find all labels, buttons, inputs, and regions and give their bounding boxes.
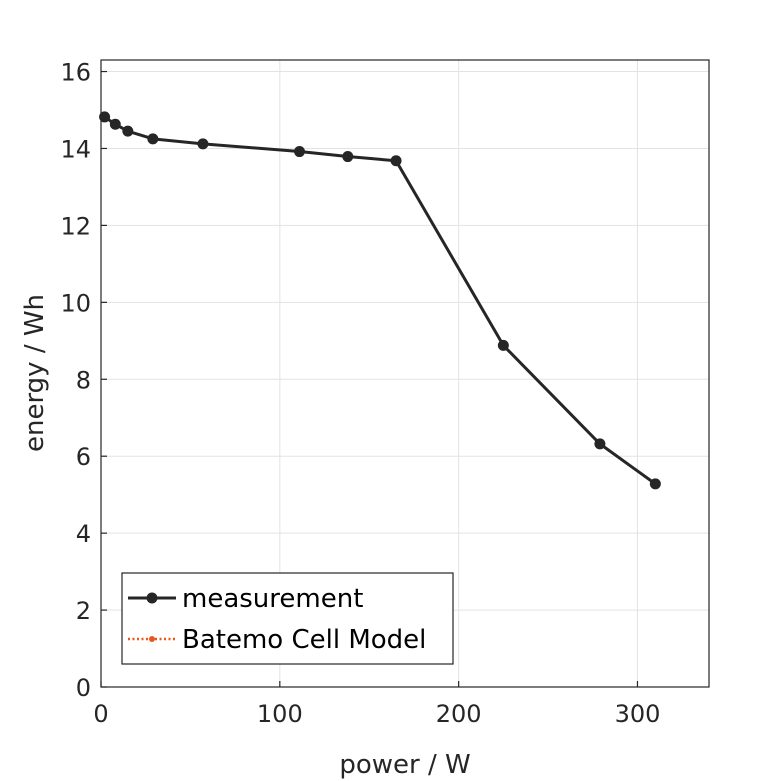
data-point <box>293 146 305 158</box>
y-tick-label: 16 <box>60 59 91 87</box>
data-point <box>594 438 606 450</box>
y-tick-label: 2 <box>76 597 91 625</box>
legend-marker-measurement <box>146 592 158 604</box>
y-tick-label: 14 <box>60 135 91 163</box>
x-axis-label: power / W <box>339 750 470 780</box>
data-point <box>109 118 121 130</box>
legend-label-batemo: Batemo Cell Model <box>182 625 426 655</box>
legend-marker-batemo <box>149 636 155 642</box>
y-tick-label: 8 <box>76 366 91 394</box>
x-tick-label: 100 <box>257 700 303 728</box>
y-axis-label: energy / Wh <box>20 294 50 452</box>
legend-label-measurement: measurement <box>182 584 363 614</box>
y-tick-label: 6 <box>76 443 91 471</box>
legend: measurement Batemo Cell Model <box>121 572 454 665</box>
plot-frame <box>100 59 710 688</box>
data-point <box>390 155 402 167</box>
y-tick-label: 0 <box>76 674 91 702</box>
legend-box <box>121 572 454 665</box>
data-point <box>147 133 159 145</box>
x-tick-label: 200 <box>436 700 482 728</box>
y-tick-label: 12 <box>60 212 91 240</box>
y-tick-label: 4 <box>76 520 91 548</box>
data-point <box>122 125 134 137</box>
ticks: 0 100 200 300 0 2 4 6 8 10 12 14 16 <box>60 59 660 728</box>
x-tick-label: 0 <box>93 700 108 728</box>
series-layer <box>99 111 661 490</box>
data-point <box>497 339 509 351</box>
data-point <box>342 151 354 163</box>
data-point <box>197 138 209 150</box>
y-tick-label: 10 <box>60 289 91 317</box>
grid <box>100 60 709 688</box>
data-point <box>649 478 661 490</box>
data-point <box>99 111 111 123</box>
x-tick-label: 300 <box>615 700 661 728</box>
